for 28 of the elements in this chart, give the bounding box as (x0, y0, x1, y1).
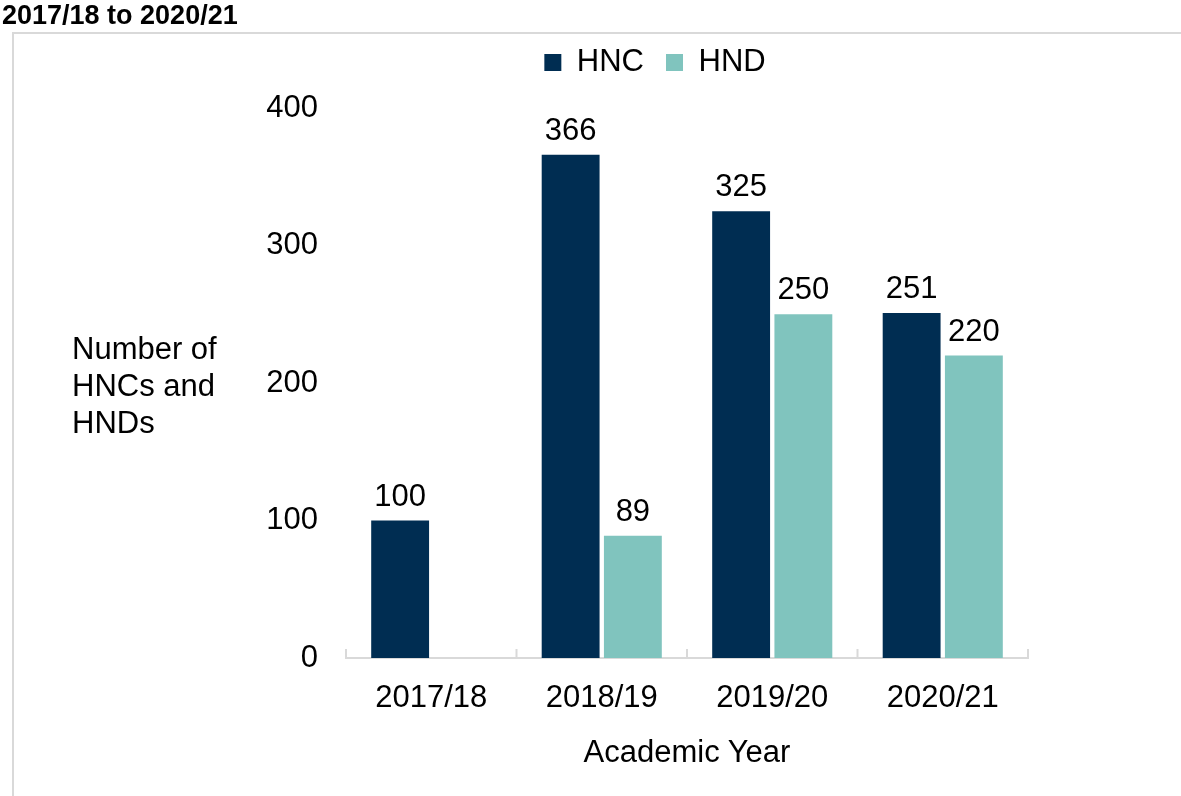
data-label: 250 (777, 271, 830, 307)
x-tick-label: 2019/20 (716, 679, 829, 715)
bar (882, 312, 941, 658)
x-tick-label: 2017/18 (375, 679, 488, 715)
y-tick-label: 200 (266, 363, 318, 399)
y-axis-title: Number of HNCs and HNDs (72, 330, 218, 441)
data-label: 220 (948, 312, 1000, 348)
bar (712, 211, 771, 658)
legend-label: HNC (576, 43, 645, 79)
x-tick-label: 2018/19 (545, 679, 658, 715)
legend-label: HND (698, 43, 766, 79)
bar (371, 520, 430, 658)
x-tick-label: 2020/21 (886, 679, 999, 715)
data-label: 89 (615, 492, 651, 528)
data-label: 100 (374, 477, 426, 513)
data-label: 325 (715, 168, 767, 204)
y-tick-label: 0 (300, 638, 318, 674)
y-tick-label: 400 (266, 88, 318, 124)
bar (603, 535, 662, 658)
bar (944, 355, 1003, 658)
x-axis-title: Academic Year (583, 733, 791, 769)
y-tick-label: 300 (266, 226, 318, 262)
data-label: 366 (544, 111, 597, 147)
bar (541, 154, 600, 658)
data-label: 251 (885, 269, 938, 305)
text: 2017/18 to 2020/21 (2, 0, 238, 30)
bar (774, 314, 833, 658)
y-tick-label: 100 (266, 501, 318, 537)
